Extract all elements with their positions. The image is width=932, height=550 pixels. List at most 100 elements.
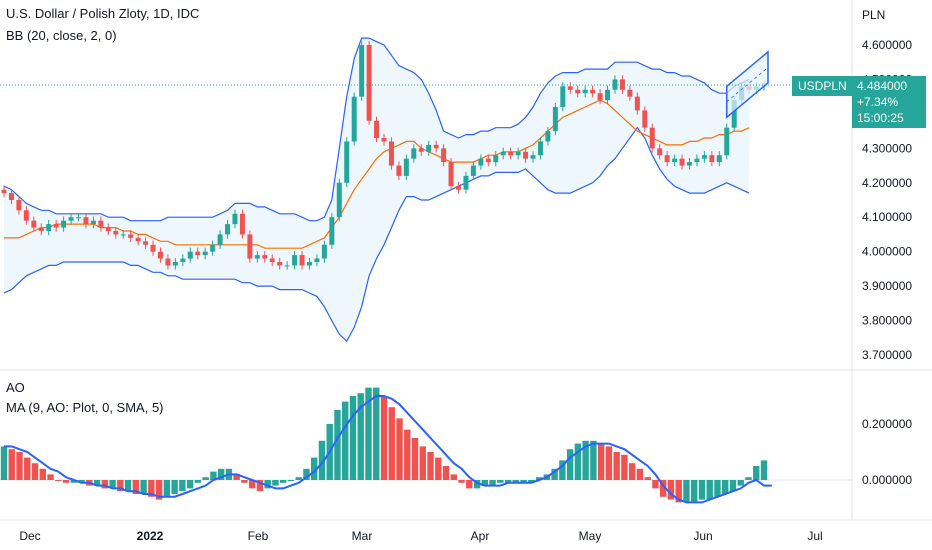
candle-body [299,255,305,266]
candle-body [225,224,231,235]
candle-body [657,148,663,156]
candle-body [359,45,365,97]
candle [120,230,126,239]
candle-body [254,255,260,259]
symbol-tag: USDPLN [792,76,853,96]
ao-bar [279,480,287,483]
candle-body [701,155,707,159]
candle-body [515,151,521,156]
ao-bar [450,474,457,480]
candle [448,157,454,191]
candle-body [388,141,394,166]
candle-body [292,255,298,266]
candle-body [269,258,275,262]
candle [90,216,96,229]
candle-body [724,127,730,156]
candle [46,219,52,236]
ao-bar [489,480,496,486]
ao-bar [590,440,597,480]
candle-body [76,217,82,219]
candle [642,106,648,132]
ao-bar [753,466,760,480]
ao-bar [652,480,659,489]
candle-body [403,158,409,176]
ao-bar [55,480,62,481]
candle [128,230,134,243]
candle [76,213,82,222]
candle-body [530,155,536,159]
candle [470,161,476,181]
candle [724,123,730,160]
candle-body [634,96,640,111]
indicator-bb-label[interactable]: BB (20, close, 2, 0) [6,28,117,43]
candle [582,85,588,98]
candle-body [31,220,37,228]
price-axis: 4.6000004.5000004.3000004.2000004.100000… [862,38,912,362]
candle-body [567,86,573,90]
indicator-ma-label[interactable]: MA (9, AO: Plot, 0, SMA, 5) [6,400,164,415]
candle [225,219,231,239]
candle [157,247,163,263]
candle-body [493,155,499,163]
ao-bar [535,477,543,480]
ao-bar [419,446,426,480]
ao-bar [745,477,752,480]
ao-tick-label: 0.000000 [862,473,912,487]
candle-body [68,217,74,221]
candle [627,85,633,101]
ao-bar [659,480,667,497]
bb-basis-line [4,99,750,249]
candle-body [143,241,149,245]
candle-body [314,258,320,262]
candle [329,213,335,249]
indicator-ao-label[interactable]: AO [6,380,25,395]
candle-body [187,251,193,259]
price-tick-label: 4.000000 [862,245,912,259]
time-tick-label: Jun [693,529,712,543]
candle [165,254,171,270]
candle [664,151,670,167]
ao-bar [388,407,395,480]
candle [508,147,514,160]
candle-body [612,79,618,90]
candle-body [590,89,596,94]
candle [247,230,253,263]
candle [284,261,290,270]
candle-body [426,144,432,152]
candle-body [619,79,625,90]
candle [672,154,678,167]
candle [657,144,663,160]
ao-bar [31,463,39,480]
candle [612,75,618,94]
candle [403,154,409,181]
time-axis: Dec 2022 Feb Mar Apr May Jun Jul [19,529,822,543]
candle-body [98,220,104,228]
ao-bar [24,457,31,480]
price-tick-label: 4.100000 [862,210,912,224]
ao-bar [675,480,682,503]
candle-body [709,155,715,163]
candle [590,85,596,98]
ao-bar [621,454,628,480]
candle [314,254,320,267]
candle [537,137,543,160]
candle-body [150,244,156,252]
ao-bar [163,480,171,497]
candle [180,254,186,267]
ao-bar [140,480,147,494]
price-currency-label: PLN [862,8,885,22]
candle-body [120,234,126,236]
candle-body [321,244,327,259]
candle [217,230,223,249]
candle-body [329,217,335,245]
candle [560,82,566,112]
candle-body [470,165,476,176]
candle-body [195,251,201,256]
ao-bar [559,460,566,480]
ao-bar [605,446,613,480]
candle-body [46,224,52,231]
bb-upper-line [3,37,750,222]
candle-body [202,251,208,256]
candle-body [500,151,506,156]
